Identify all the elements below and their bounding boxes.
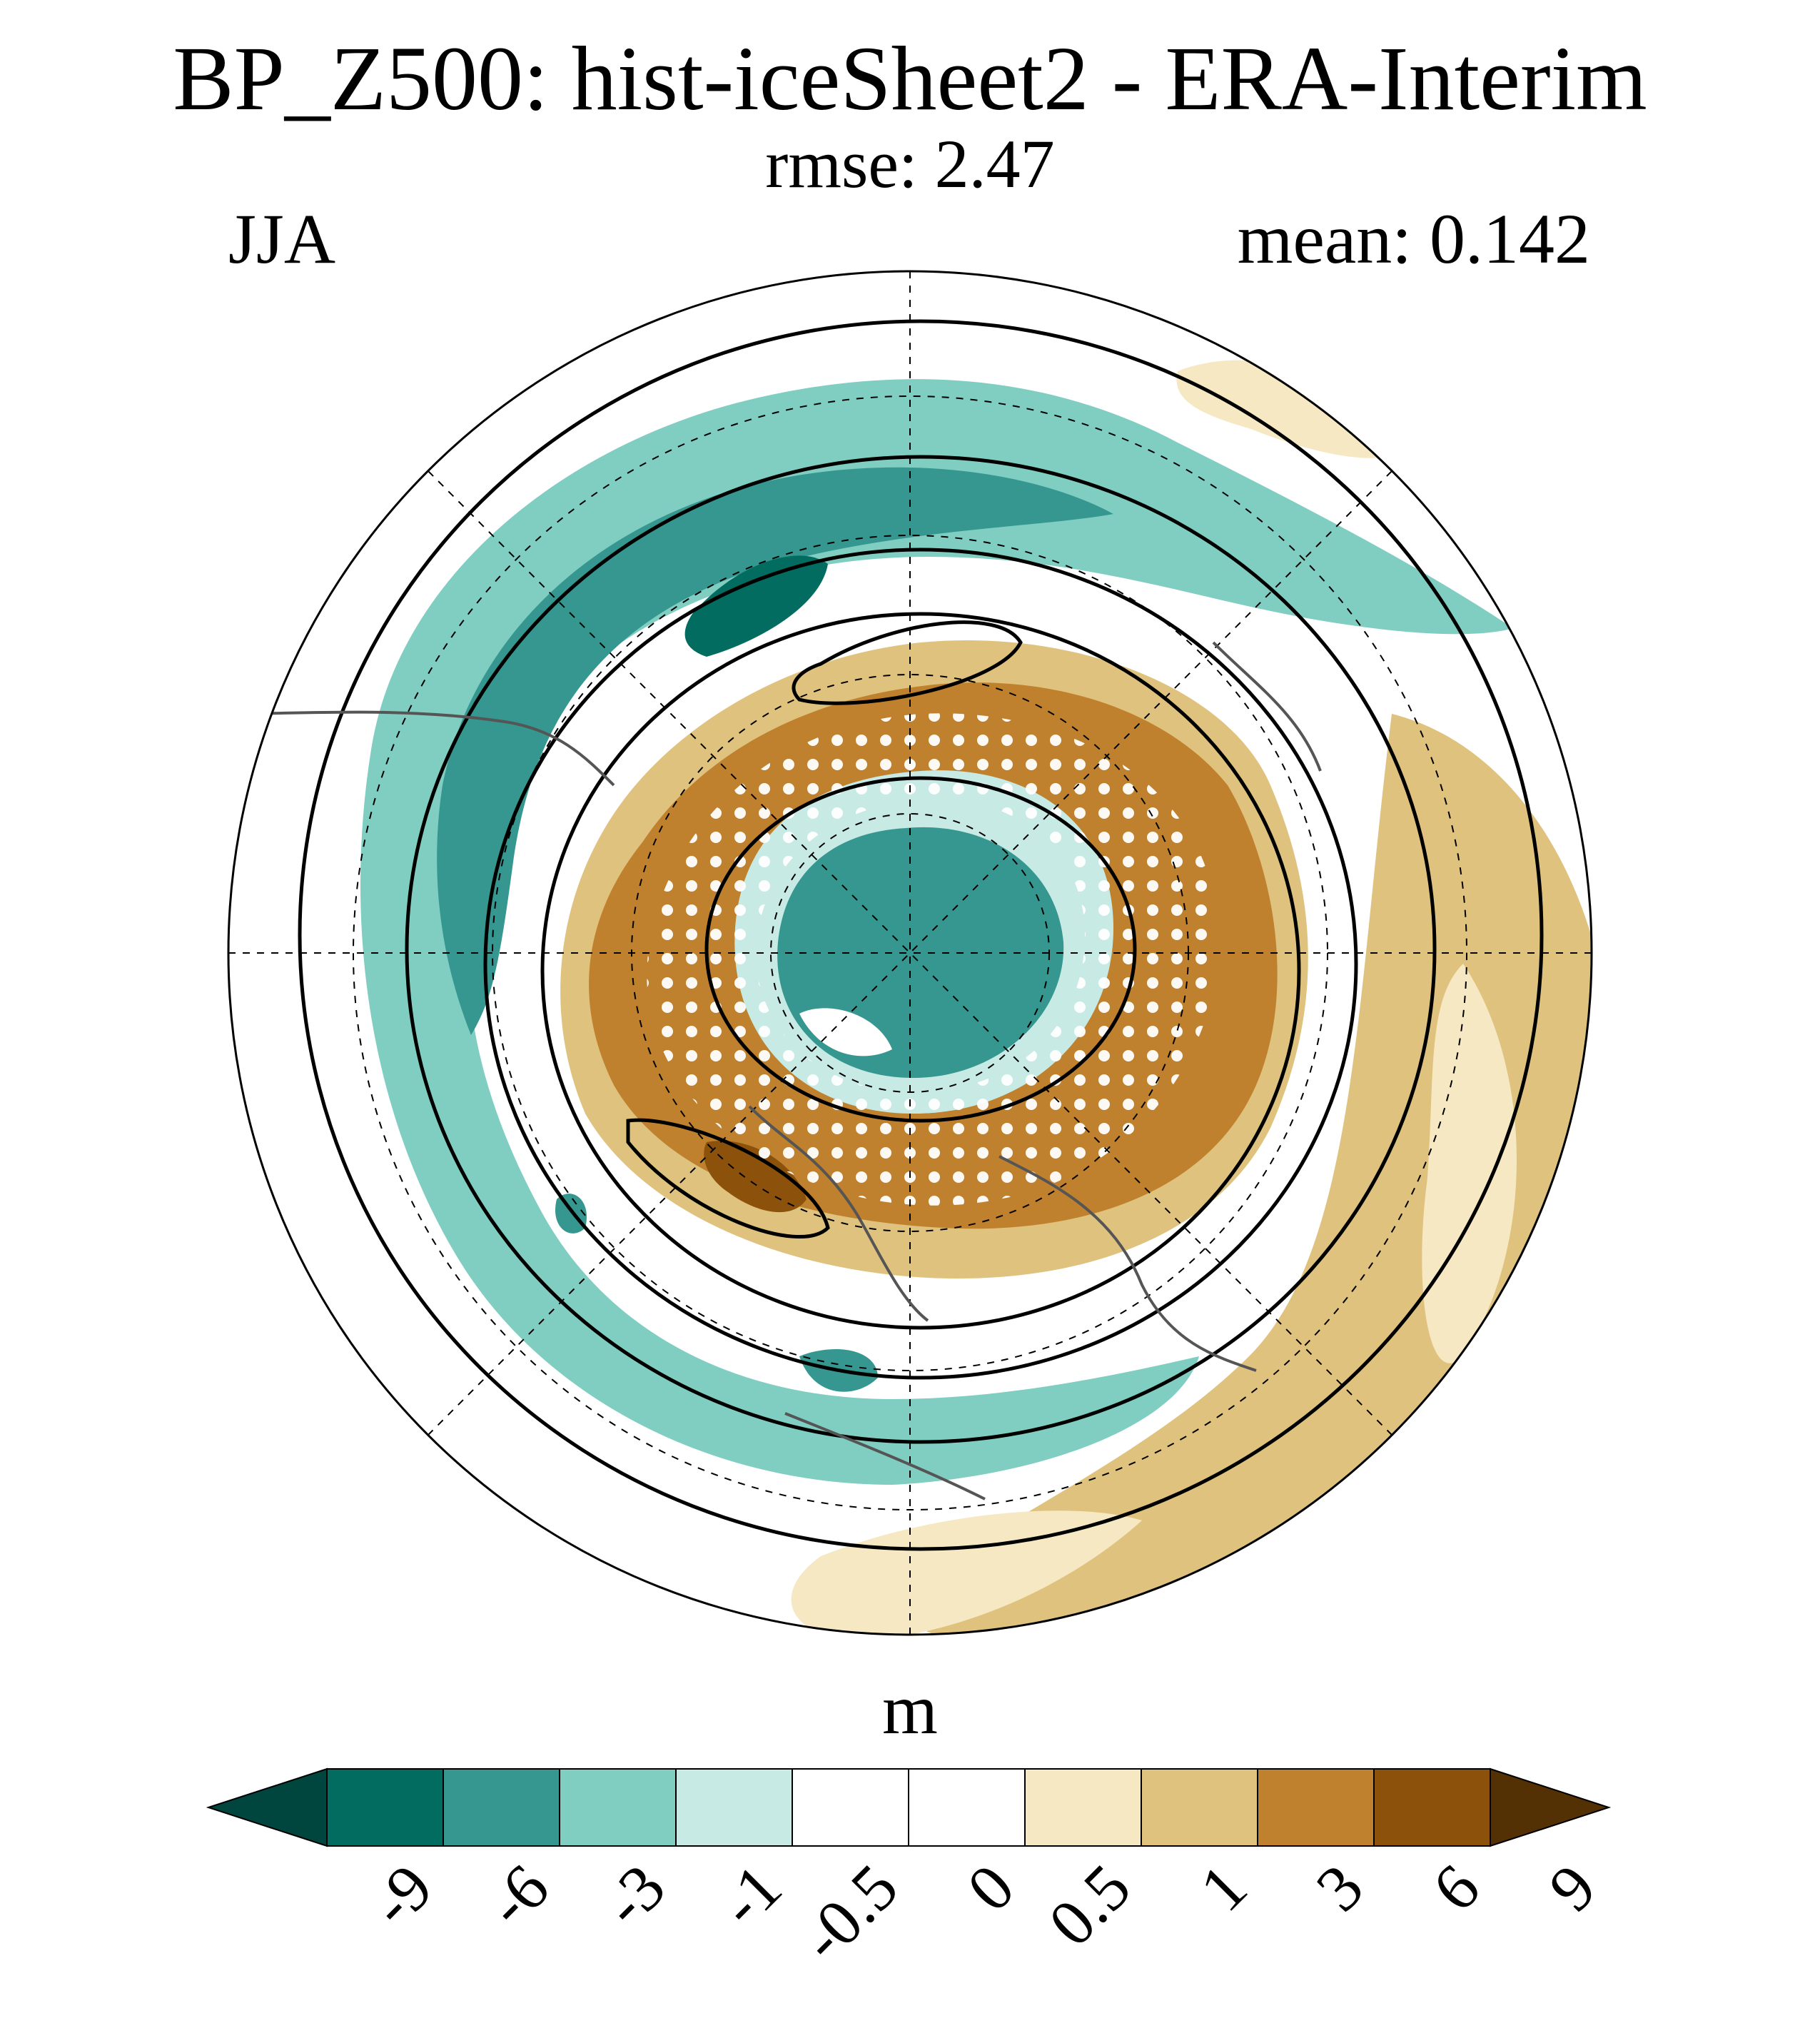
mean-label: mean: 0.142: [1237, 199, 1590, 278]
colorbar-tick-label: 1: [1185, 1850, 1260, 1925]
colorbar-box: [1257, 1768, 1375, 1847]
colorbar-box: [1024, 1768, 1142, 1847]
coastlines: [235, 641, 1322, 1500]
colorbar-tick-label: 6: [1418, 1850, 1493, 1925]
negative-core-atlantic: [684, 555, 828, 657]
map-border: [227, 270, 1593, 1636]
stippling-ring: [647, 713, 1219, 1206]
positive-anomaly-south: [791, 1510, 1142, 1635]
colorbar-tick-label: -9: [356, 1850, 446, 1940]
latlon-grid: [228, 271, 1592, 1635]
colorbar-box: [908, 1768, 1026, 1847]
colorbar-tick-label: -0.5: [787, 1850, 911, 1975]
map-title: BP_Z500: hist-iceSheet2 - ERA-Interim: [173, 28, 1647, 129]
colorbar-tick-label: -1: [705, 1850, 795, 1940]
colorbar-box: [792, 1768, 909, 1847]
colorbar-tick-label: 3: [1302, 1850, 1377, 1925]
colorbar-tick-label: -3: [589, 1850, 679, 1940]
stippling-outer: [457, 1341, 557, 1402]
colorbar-tick-label: -6: [472, 1850, 562, 1940]
colorbar-box: [559, 1768, 677, 1847]
colorbar-box: [443, 1768, 560, 1847]
polar-map: [227, 270, 1593, 1636]
colorbar-box: [675, 1768, 793, 1847]
colorbar-tick-label: 9: [1535, 1850, 1609, 1925]
anomaly-field: [228, 271, 1592, 1635]
negative-patch-sw: [555, 1194, 587, 1234]
rmse-label: rmse: 2.47: [765, 126, 1055, 202]
positive-core: [704, 1141, 807, 1213]
colorbar-max-triangle: [1490, 1767, 1612, 1847]
colorbar-boxes: [206, 1767, 1612, 1847]
colorbar-box: [326, 1768, 444, 1847]
polar-white: [799, 1008, 892, 1056]
colorbar-tick-label: 0: [953, 1850, 1028, 1925]
colorbar-min-triangle: [206, 1767, 328, 1847]
negative-ring-mid: [437, 467, 1113, 1035]
season-label: JJA: [228, 199, 336, 278]
colorbar-unit: m: [882, 1670, 938, 1749]
colorbar-tick-label: 0.5: [1035, 1850, 1144, 1959]
climatology-contours: [298, 319, 1544, 1551]
colorbar-box: [1141, 1768, 1258, 1847]
colorbar-box: [1373, 1768, 1491, 1847]
colorbar-labels: -9 -6 -3 -1-0.5 0 0.5 1 3 6 9: [356, 1850, 1609, 1975]
